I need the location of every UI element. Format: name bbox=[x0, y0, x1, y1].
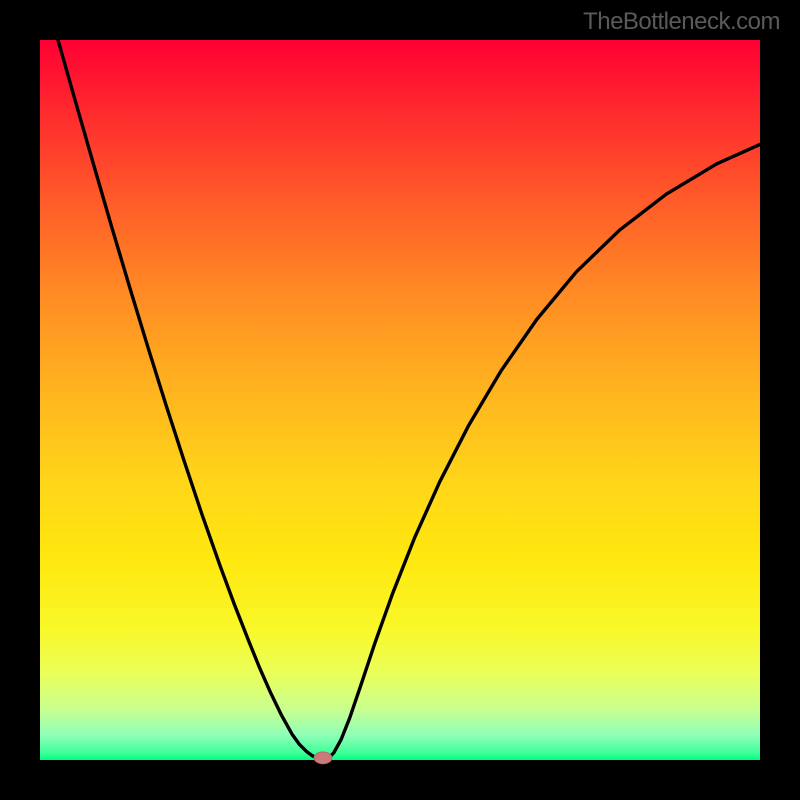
chart-svg bbox=[0, 0, 800, 800]
minimum-marker bbox=[314, 752, 332, 764]
chart-container: TheBottleneck.com bbox=[0, 0, 800, 800]
watermark-text: TheBottleneck.com bbox=[583, 8, 780, 36]
plot-background bbox=[40, 40, 760, 760]
